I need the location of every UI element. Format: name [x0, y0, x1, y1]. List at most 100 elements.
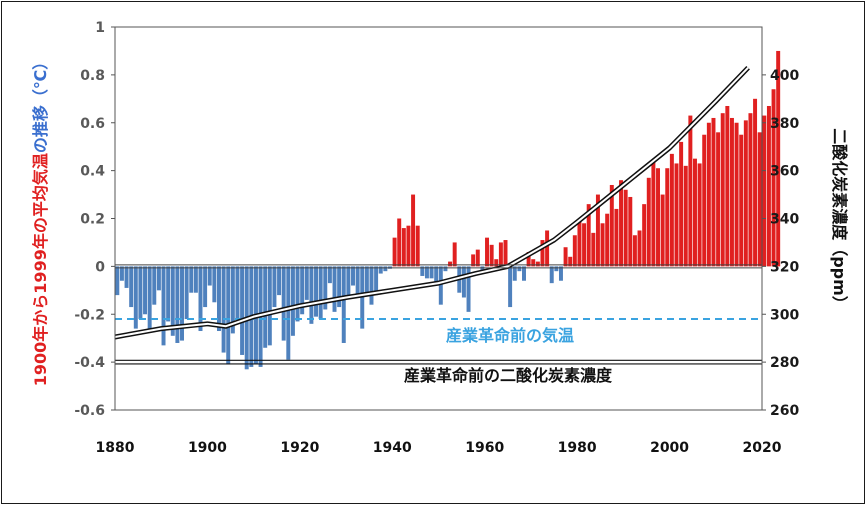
- temperature-bar: [314, 266, 319, 317]
- temperature-bar: [429, 266, 434, 279]
- temperature-bar: [743, 120, 748, 267]
- temperature-bar: [632, 235, 637, 267]
- temperature-bar: [609, 184, 614, 267]
- temperature-bar: [240, 266, 245, 355]
- temperature-bar: [725, 105, 730, 267]
- temperature-bar: [697, 163, 702, 267]
- temperature-bar: [771, 89, 776, 267]
- temperature-bar: [189, 266, 194, 293]
- temperature-bar: [656, 168, 660, 267]
- right-tick-label: 400: [770, 68, 799, 84]
- temperature-bar: [637, 230, 642, 267]
- temperature-bar: [693, 158, 697, 267]
- temperature-bar: [401, 228, 406, 267]
- right-tick-label: 300: [770, 307, 799, 323]
- temperature-bar: [124, 266, 129, 288]
- temperature-bar: [216, 266, 221, 332]
- temperature-bar: [263, 266, 268, 348]
- temperature-bar: [776, 50, 781, 267]
- temperature-bar: [628, 196, 633, 267]
- temperature-bar: [235, 266, 240, 320]
- temperature-bar: [623, 189, 628, 267]
- temperature-bar: [198, 266, 203, 332]
- temperature-bar: [540, 240, 545, 267]
- temperature-bar: [415, 225, 420, 267]
- temperature-bar: [119, 266, 124, 281]
- left-axis-title-red: 1900年から1999年の平均気温: [31, 153, 50, 386]
- temperature-bar: [586, 204, 591, 267]
- left-axis-title: 1900年から1999年の平均気温の推移（℃）: [31, 54, 50, 386]
- temperature-bar: [591, 232, 596, 267]
- temperature-bar: [230, 266, 235, 334]
- temperature-bar: [277, 266, 282, 296]
- right-tick-label: 360: [770, 164, 799, 180]
- temperature-bar: [175, 266, 180, 343]
- temperature-bar: [614, 208, 619, 267]
- temperature-bar: [674, 163, 679, 267]
- temperature-bar: [295, 266, 300, 322]
- temperature-bar: [720, 113, 725, 267]
- temperature-bar: [424, 266, 429, 279]
- temperature-bar: [729, 117, 734, 267]
- temperature-bar: [221, 266, 226, 353]
- co2-line-layer: [114, 65, 750, 340]
- temperature-bar: [577, 218, 582, 267]
- left-axis-title-blue: の推移（℃）: [31, 54, 50, 153]
- temperature-bar: [526, 252, 531, 267]
- temperature-bar: [739, 134, 744, 267]
- temperature-bar: [554, 266, 559, 272]
- left-tick-label: 0.8: [80, 68, 105, 84]
- temperature-bar: [203, 266, 208, 308]
- temperature-bar: [734, 122, 739, 267]
- temperature-bar: [156, 266, 161, 291]
- temperature-bar: [443, 266, 448, 272]
- temperature-bar: [147, 266, 152, 329]
- temperature-bar: [531, 259, 536, 267]
- left-tick-label: 0: [95, 259, 105, 275]
- x-tick-label: 1960: [465, 440, 504, 456]
- temperature-bar: [383, 266, 388, 272]
- left-tick-label: -0.2: [74, 307, 105, 323]
- temperature-bar: [766, 105, 771, 267]
- preindustrial-co2-label: 産業革命前の二酸化炭素濃度: [404, 366, 613, 385]
- temperature-bar: [512, 266, 517, 281]
- temperature-bar: [420, 266, 425, 276]
- right-tick-label: 340: [770, 212, 799, 228]
- temperature-bar: [452, 242, 457, 267]
- temperature-bar: [290, 266, 295, 336]
- temperature-bar: [267, 266, 272, 346]
- left-tick-label: 1: [95, 20, 105, 36]
- temperature-bar: [323, 266, 328, 310]
- temperature-bar: [489, 244, 494, 267]
- co2-line: [114, 66, 749, 338]
- temperature-bar: [448, 261, 453, 267]
- temperature-bar: [374, 266, 379, 296]
- temperature-bar: [545, 230, 550, 267]
- temperature-bar: [406, 225, 411, 267]
- temperature-bar: [152, 266, 157, 305]
- temperature-bar: [300, 266, 305, 315]
- temperature-bar: [651, 161, 656, 267]
- temperature-bar: [605, 213, 610, 267]
- temperature-bar: [337, 266, 342, 308]
- temperature-bar: [434, 266, 439, 284]
- temperature-bar: [600, 223, 605, 267]
- temperature-bar: [332, 266, 337, 312]
- temperature-bar: [129, 266, 134, 308]
- temperature-bar: [706, 122, 711, 267]
- x-tick-label: 2000: [650, 440, 689, 456]
- plot-border: [114, 26, 763, 411]
- temperature-bar: [346, 266, 351, 298]
- temperature-bar: [392, 237, 397, 267]
- right-tick-label: 260: [770, 403, 799, 419]
- temperature-bar: [757, 132, 762, 267]
- temperature-bar: [563, 247, 568, 267]
- temperature-bar: [166, 266, 171, 322]
- preindustrial-temperature-label: 産業革命前の気温: [446, 326, 574, 345]
- temperature-bar: [595, 194, 600, 267]
- x-tick-label: 1980: [558, 440, 597, 456]
- temperature-bar: [517, 266, 522, 272]
- bar-layer: [115, 50, 781, 370]
- x-tick-label: 1880: [96, 440, 135, 456]
- temperature-bar: [161, 266, 166, 346]
